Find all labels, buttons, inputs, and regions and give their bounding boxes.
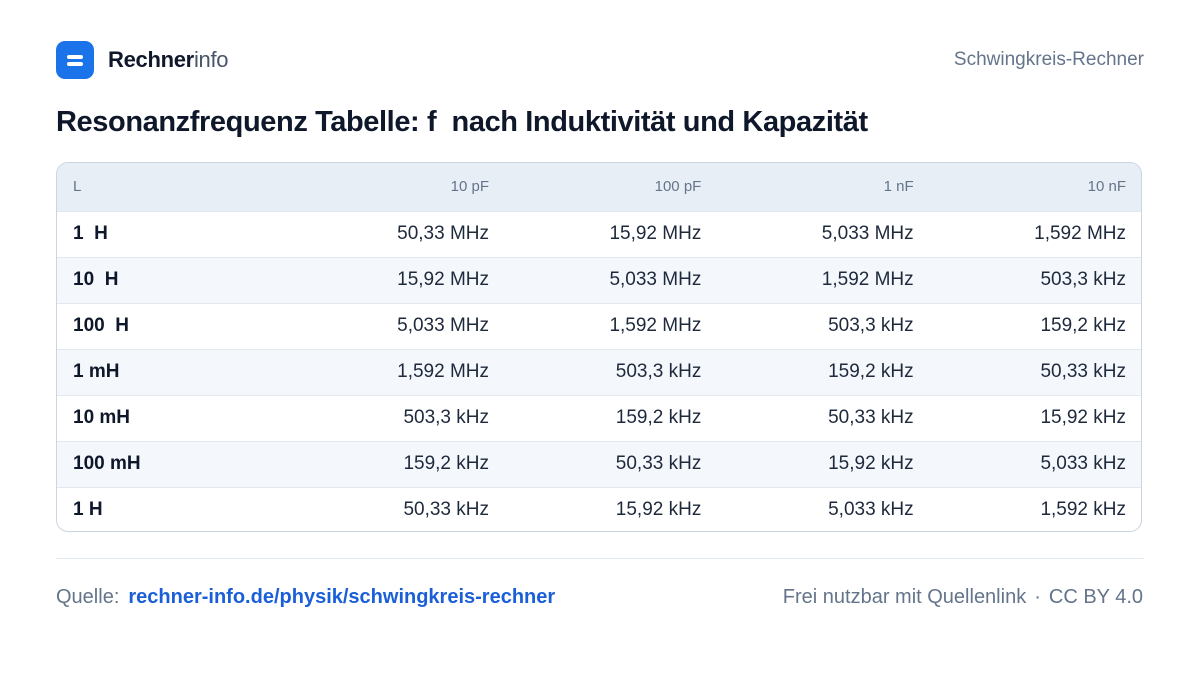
column-header: 100 pF (654, 178, 702, 196)
row-label: 1 H (73, 499, 103, 521)
table-cell: 159,2 kHz (403, 453, 489, 474)
table-cell: 5,033 MHz (397, 315, 489, 336)
table-cell: 15,92 MHz (397, 269, 489, 290)
table-cell: 50,33 kHz (403, 499, 489, 521)
column-header: 10 pF (450, 178, 489, 196)
table-cell: 1,592 MHz (609, 315, 702, 336)
table-cell: 1,592 MHz (821, 269, 914, 290)
table-cell: 5,033 kHz (1040, 453, 1126, 474)
table-cell: 159,2 kHz (615, 407, 702, 428)
table-cell: 50,33 MHz (397, 223, 489, 244)
page-title: Resonanzfrequenz Tabelle: f nach Indukti… (56, 106, 868, 138)
table-cell: 503,3 kHz (403, 407, 489, 428)
table-cell: 503,3 kHz (1040, 269, 1126, 290)
table-cell: 1,592 kHz (1040, 499, 1126, 521)
table-cell: 5,033 kHz (828, 499, 914, 521)
row-label: 1 mH (73, 361, 120, 382)
row-label: 100 mH (73, 453, 141, 474)
table-cell: 1,592 MHz (397, 361, 489, 382)
table-row: 1 H 50,33 MHz 15,92 MHz 5,033 MHz 1,592 … (57, 211, 1141, 257)
table-cell: 159,2 kHz (828, 361, 914, 382)
row-label: 100 H (73, 315, 129, 336)
source-link[interactable]: rechner-info.de/physik/schwingkreis-rech… (128, 585, 556, 608)
column-header: 10 nF (1087, 178, 1126, 196)
table-row: 10 H 15,92 MHz 5,033 MHz 1,592 MHz 503,3… (57, 257, 1141, 303)
table-header-row: L 10 pF 100 pF 1 nF 10 nF (57, 163, 1141, 211)
table-row: 10 mH 503,3 kHz 159,2 kHz 50,33 kHz 15,9… (57, 395, 1141, 441)
table-cell: 5,033 MHz (609, 269, 702, 290)
row-label: 10 H (73, 269, 119, 290)
resonance-table: L 10 pF 100 pF 1 nF 10 nF 1 H 50,33 MHz … (56, 162, 1142, 532)
table-cell: 50,33 kHz (828, 407, 914, 428)
table-cell: 503,3 kHz (615, 361, 702, 382)
row-label: 10 mH (73, 407, 131, 428)
license-name: CC BY 4.0 (1048, 585, 1143, 608)
brand-name-light: info (193, 47, 229, 72)
table-cell: 50,33 kHz (615, 453, 702, 474)
table-cell: 5,033 MHz (821, 223, 914, 244)
footer-divider (56, 558, 1144, 559)
source-label: Quelle: (56, 585, 120, 608)
page-label: Schwingkreis-Rechner (953, 49, 1144, 70)
brand-name: Rechnerinfo (108, 47, 229, 73)
column-header: L (73, 178, 82, 196)
table-row: 100 mH 159,2 kHz 50,33 kHz 15,92 kHz 5,0… (57, 441, 1141, 487)
source: Quelle: rechner-info.de/physik/schwingkre… (56, 586, 555, 609)
brand-name-bold: Rechner (108, 47, 194, 72)
table-cell: 159,2 kHz (1040, 315, 1126, 336)
column-header: 1 nF (883, 178, 914, 196)
table-cell: 1,592 MHz (1034, 223, 1126, 244)
table-cell: 15,92 kHz (615, 499, 702, 521)
logo-icon (56, 41, 94, 79)
license-text: Frei nutzbar mit Quellenlink (782, 585, 1027, 608)
footer: Quelle: rechner-info.de/physik/schwingkre… (56, 582, 1143, 612)
table-cell: 50,33 kHz (1040, 361, 1126, 382)
license-info: Frei nutzbar mit Quellenlink · CC BY 4.0 (783, 586, 1143, 609)
table-row: 1 H 50,33 kHz 15,92 kHz 5,033 kHz 1,592 … (57, 487, 1141, 531)
table-cell: 15,92 MHz (609, 223, 702, 244)
table-row: 1 mH 1,592 MHz 503,3 kHz 159,2 kHz 50,33… (57, 349, 1141, 395)
brand[interactable]: Rechnerinfo (56, 41, 229, 79)
table-cell: 15,92 kHz (1040, 407, 1126, 428)
header: Rechnerinfo Schwingkreis-Rechner (56, 40, 1144, 80)
table-cell: 15,92 kHz (828, 453, 914, 474)
table-row: 100 H 5,033 MHz 1,592 MHz 503,3 kHz 159,… (57, 303, 1141, 349)
table-cell: 503,3 kHz (828, 315, 914, 336)
row-label: 1 H (73, 223, 108, 244)
license-separator: · (1034, 585, 1041, 608)
